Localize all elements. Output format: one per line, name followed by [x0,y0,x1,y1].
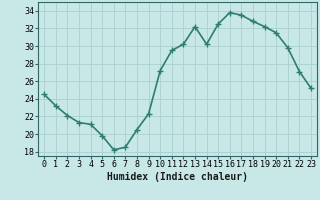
X-axis label: Humidex (Indice chaleur): Humidex (Indice chaleur) [107,172,248,182]
